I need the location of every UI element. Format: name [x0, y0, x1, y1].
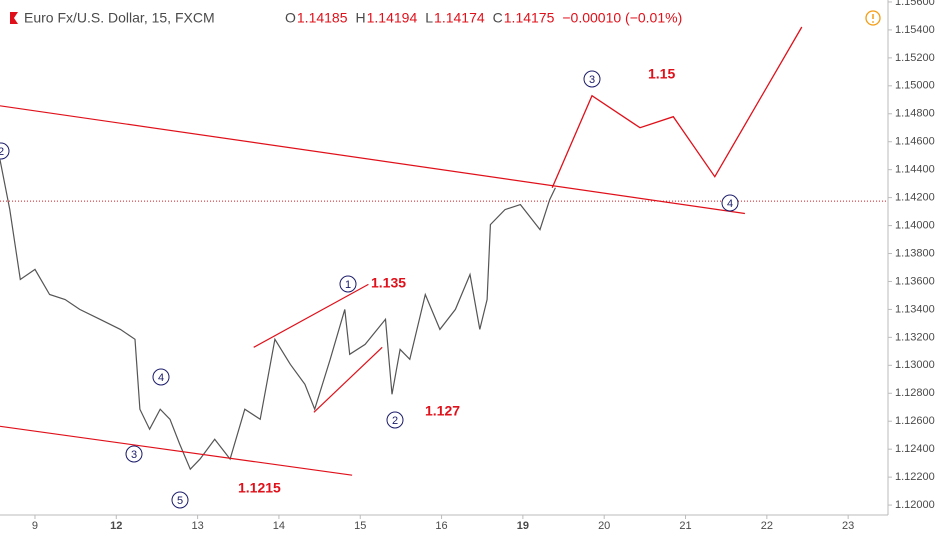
y-tick-label: 1.12200	[895, 471, 935, 483]
x-tick-label: 14	[273, 520, 285, 532]
symbol-icon	[10, 12, 18, 24]
trend-line	[0, 425, 353, 476]
quote-value: 1.14194	[367, 10, 418, 26]
x-tick-label: 23	[842, 520, 854, 532]
y-tick-label: 1.14200	[895, 192, 935, 204]
wave-circle	[125, 445, 143, 463]
price-line	[0, 159, 556, 471]
quote-value: 1.14175	[504, 10, 555, 26]
x-tick-label: 13	[191, 520, 203, 532]
x-tick-label: 19	[517, 520, 529, 532]
y-tick-label: 1.12600	[895, 415, 935, 427]
projection-line	[551, 26, 803, 188]
alert-icon[interactable]	[865, 10, 881, 26]
trend-line	[313, 346, 383, 413]
level-label: 1.127	[425, 403, 460, 419]
x-tick-label: 16	[435, 520, 447, 532]
quote-value: 1.14185	[297, 10, 348, 26]
x-tick-label: 12	[110, 520, 122, 532]
y-tick-label: 1.13600	[895, 275, 935, 287]
quote-label: O	[285, 10, 296, 26]
wave-label: 1	[345, 279, 351, 291]
y-tick-label: 1.15200	[895, 52, 935, 64]
level-label: 1.1215	[238, 480, 281, 496]
y-tick-label: 1.12800	[895, 387, 935, 399]
wave-circle	[0, 142, 10, 160]
quote-label: L	[425, 10, 433, 26]
quote-label: H	[356, 10, 366, 26]
y-tick-label: 1.15400	[895, 24, 935, 36]
wave-label: 5	[177, 495, 183, 507]
wave-circle	[152, 368, 170, 386]
x-tick-label: 22	[761, 520, 773, 532]
y-tick-label: 1.12400	[895, 443, 935, 455]
wave-label: 2	[0, 146, 4, 158]
y-tick-label: 1.14400	[895, 164, 935, 176]
x-tick-label: 9	[32, 520, 38, 532]
y-tick-label: 1.13800	[895, 247, 935, 259]
wave-label: 3	[589, 74, 595, 86]
y-tick-label: 1.15600	[895, 0, 935, 8]
y-tick-label: 1.14800	[895, 108, 935, 120]
wave-circle	[386, 411, 404, 429]
quote-label: C	[493, 10, 503, 26]
y-tick-label: 1.14600	[895, 136, 935, 148]
x-tick-label: 21	[679, 520, 691, 532]
alert-icon-dot	[872, 21, 874, 23]
trend-line	[0, 105, 745, 215]
quote-value: 1.14174	[434, 10, 485, 26]
wave-circle	[721, 194, 739, 212]
wave-circle	[171, 491, 189, 509]
wave-circle	[339, 275, 357, 293]
level-label: 1.135	[371, 275, 406, 291]
wave-label: 3	[131, 449, 137, 461]
y-tick-label: 1.14000	[895, 219, 935, 231]
y-tick-label: 1.13200	[895, 331, 935, 343]
y-tick-label: 1.13000	[895, 359, 935, 371]
quote-change: −0.00010 (−0.01%)	[562, 10, 682, 26]
x-tick-label: 20	[598, 520, 610, 532]
wave-label: 4	[727, 198, 733, 210]
wave-circle	[583, 70, 601, 88]
y-tick-label: 1.15000	[895, 80, 935, 92]
wave-label: 2	[392, 415, 398, 427]
wave-label: 4	[158, 372, 164, 384]
symbol-title: Euro Fx/U.S. Dollar, 15, FXCM	[24, 10, 215, 26]
y-tick-label: 1.13400	[895, 303, 935, 315]
y-tick-label: 1.12000	[895, 499, 935, 511]
trend-line	[253, 283, 369, 348]
x-tick-label: 15	[354, 520, 366, 532]
level-label: 1.15	[648, 66, 675, 82]
